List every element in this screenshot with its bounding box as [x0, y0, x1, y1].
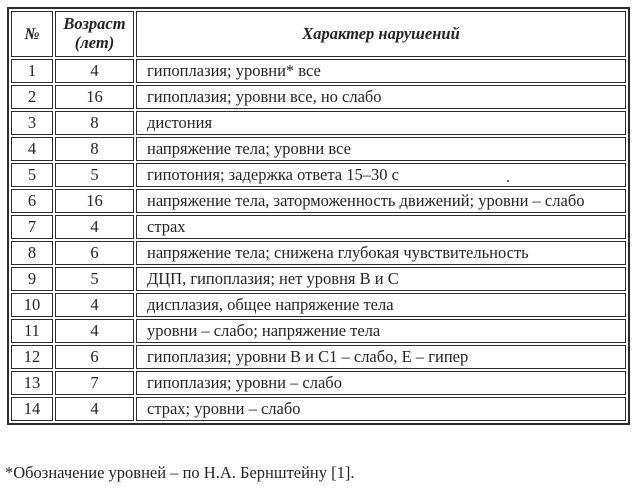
row-age-cell: 5: [55, 163, 134, 187]
violations-table: № Возраст (лет) Характер нарушений 1 4 гип…: [7, 7, 630, 425]
row-age-cell: 6: [55, 345, 134, 369]
header-age-label: Возраст (лет): [63, 14, 126, 52]
table-row: 8 6 напряжение тела; снижена глубокая чувс…: [11, 241, 626, 265]
header-cell-number: №: [11, 11, 53, 57]
row-number-cell: 4: [11, 137, 53, 161]
table-row: 5 5 гипотония; задержка ответа 15–30 с: [11, 163, 626, 187]
table-row: 7 4 страх: [11, 215, 626, 239]
table-row: 14 4 страх; уровни – слабо: [11, 397, 626, 421]
header-cell-age: Возраст (лет): [55, 11, 134, 57]
row-desc-cell: гипотония; задержка ответа 15–30 с: [136, 163, 626, 187]
row-age-cell: 16: [55, 85, 134, 109]
row-number-cell: 9: [11, 267, 53, 291]
row-desc-cell: дисплазия, общее напряжение тела: [136, 293, 626, 317]
row-age-cell: 7: [55, 371, 134, 395]
table-row: 4 8 напряжение тела; уровни все: [11, 137, 626, 161]
row-number-cell: 12: [11, 345, 53, 369]
row-age-cell: 4: [55, 397, 134, 421]
row-desc-cell: гипоплазия; уровни – слабо: [136, 371, 626, 395]
row-age-cell: 8: [55, 111, 134, 135]
footnote: *Обозначение уровней – по Н.А. Бернштейн…: [5, 463, 355, 482]
row-age-cell: 8: [55, 137, 134, 161]
row-number-cell: 8: [11, 241, 53, 265]
row-desc-cell: ДЦП, гипоплазия; нет уровня B и C: [136, 267, 626, 291]
row-desc-cell: уровни – слабо; напряжение тела: [136, 319, 626, 343]
scan-artifact-dot: [507, 180, 509, 182]
row-number-cell: 5: [11, 163, 53, 187]
table-row: 13 7 гипоплазия; уровни – слабо: [11, 371, 626, 395]
table-row: 6 16 напряжение тела, заторможенность движ…: [11, 189, 626, 213]
row-age-cell: 6: [55, 241, 134, 265]
row-desc-cell: напряжение тела; уровни все: [136, 137, 626, 161]
table-body: 1 4 гипоплазия; уровни* все 2 16 гипоплазия; …: [11, 59, 626, 421]
row-number-cell: 14: [11, 397, 53, 421]
header-row: № Возраст (лет) Характер нарушений: [11, 11, 626, 57]
row-number-cell: 6: [11, 189, 53, 213]
row-desc-cell: дистония: [136, 111, 626, 135]
row-desc-cell: напряжение тела; снижена глубокая чувств…: [136, 241, 626, 265]
row-desc-cell: гипоплазия; уровни все, но слабо: [136, 85, 626, 109]
row-desc-cell: гипоплазия; уровни B и C1 – слабо, E – г…: [136, 345, 626, 369]
table-row: 12 6 гипоплазия; уровни B и C1 – слабо, E …: [11, 345, 626, 369]
row-age-cell: 16: [55, 189, 134, 213]
row-age-cell: 5: [55, 267, 134, 291]
row-number-cell: 13: [11, 371, 53, 395]
table-row: 10 4 дисплазия, общее напряжение тела: [11, 293, 626, 317]
row-age-cell: 4: [55, 215, 134, 239]
table-row: 2 16 гипоплазия; уровни все, но слабо: [11, 85, 626, 109]
row-number-cell: 11: [11, 319, 53, 343]
row-desc-cell: страх: [136, 215, 626, 239]
row-age-cell: 4: [55, 319, 134, 343]
row-number-cell: 10: [11, 293, 53, 317]
row-number-cell: 2: [11, 85, 53, 109]
table-row: 11 4 уровни – слабо; напряжение тела: [11, 319, 626, 343]
row-desc-cell: напряжение тела, заторможенность движени…: [136, 189, 626, 213]
row-age-cell: 4: [55, 59, 134, 83]
row-age-cell: 4: [55, 293, 134, 317]
row-number-cell: 1: [11, 59, 53, 83]
row-desc-cell: страх; уровни – слабо: [136, 397, 626, 421]
table-row: 9 5 ДЦП, гипоплазия; нет уровня B и C: [11, 267, 626, 291]
table-row: 3 8 дистония: [11, 111, 626, 135]
table-header: № Возраст (лет) Характер нарушений: [11, 11, 626, 57]
header-cell-description: Характер нарушений: [136, 11, 626, 57]
row-desc-cell: гипоплазия; уровни* все: [136, 59, 626, 83]
table-row: 1 4 гипоплазия; уровни* все: [11, 59, 626, 83]
row-number-cell: 7: [11, 215, 53, 239]
row-number-cell: 3: [11, 111, 53, 135]
